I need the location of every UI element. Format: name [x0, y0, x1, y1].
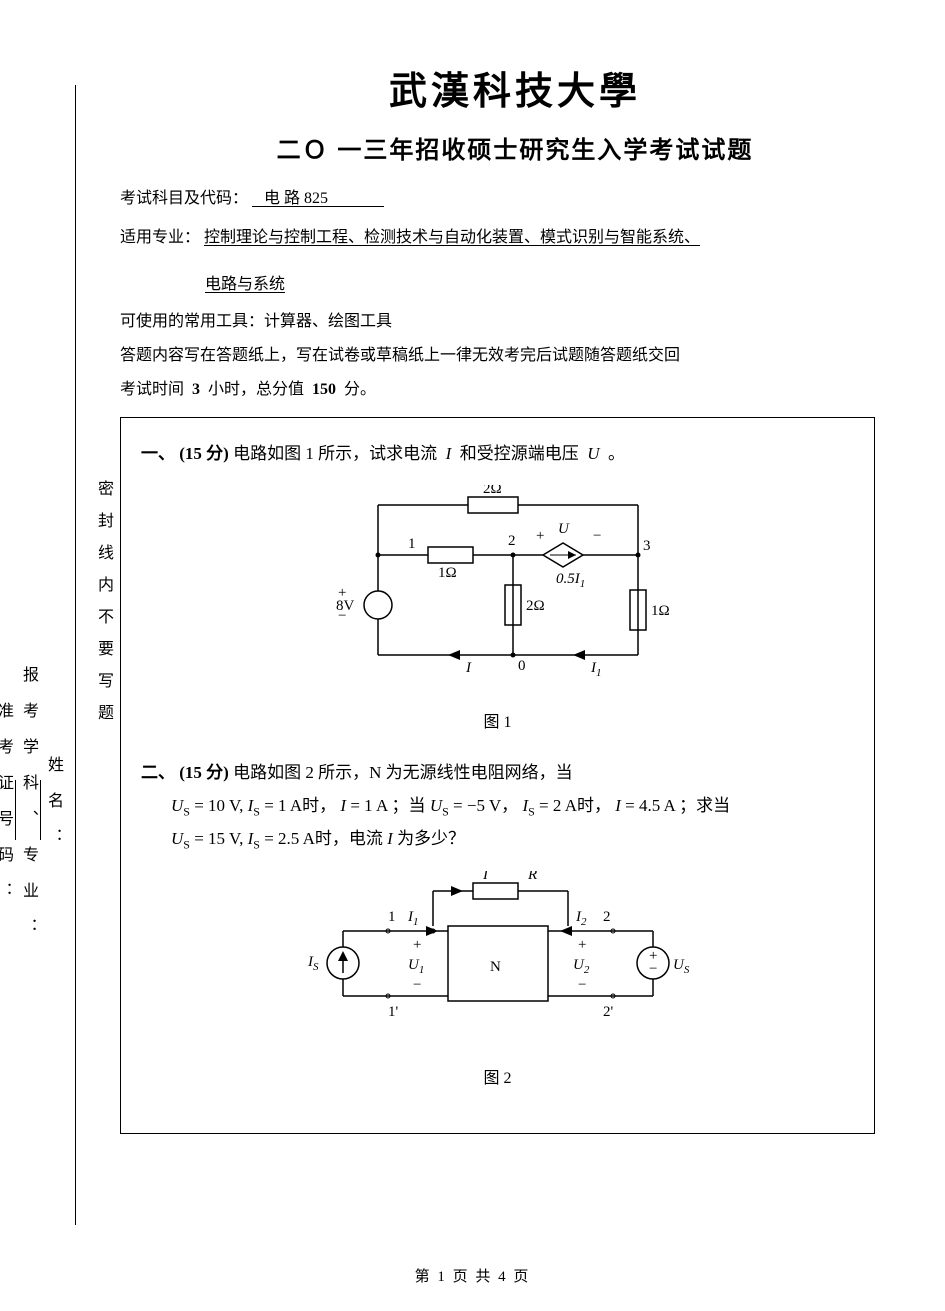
fig2-node1: 1	[388, 909, 396, 925]
time-points: 150	[308, 381, 340, 398]
blank-line	[40, 780, 41, 840]
major-value-1: 控制理论与控制工程、检测技术与自动化装置、模式识别与智能系统、	[204, 229, 700, 246]
fig2-I: I	[482, 871, 489, 883]
figure-2-caption: 图 2	[141, 1064, 854, 1088]
svg-text:−: −	[413, 977, 421, 993]
q1-text-mid: 和受控源端电压	[460, 444, 579, 463]
sidebar-major-label: 报考学科、专业：	[16, 666, 40, 954]
time-hours: 3	[188, 381, 204, 398]
seal-text: 密封线内不要写题	[95, 480, 112, 736]
svg-text:+: +	[578, 937, 586, 953]
fig1-node3: 3	[643, 538, 651, 554]
q1-number: 一、	[141, 444, 175, 463]
svg-text:IS: IS	[307, 954, 319, 973]
circuit-diagram-1: 2Ω + − 8V 1 1Ω 2	[318, 485, 678, 695]
major-label: 适用专业：	[120, 229, 200, 246]
page-number: 第 1 页 共 4 页	[0, 1265, 945, 1286]
question-2: 二、 (15 分) 电路如图 2 所示，N 为无源线性电阻网络，当 US = 1…	[141, 757, 854, 856]
fig1-node0: 0	[518, 658, 526, 674]
binding-sidebar: 姓名： 报考学科、专业： 准考证号码：	[35, 420, 65, 1200]
q2-conditions-2: US = 15 V, IS = 2.5 A时，电流 I 为多少？	[141, 829, 465, 848]
svg-text:0.5I1: 0.5I1	[556, 571, 585, 590]
svg-text:+: +	[536, 528, 544, 544]
svg-text:−: −	[578, 977, 586, 993]
fig1-r-mid: 1Ω	[438, 565, 457, 581]
page-content: 武漢科技大學 二Ｏ 一三年招收硕士研究生入学考试试题 考试科目及代码： 电 路 …	[120, 60, 910, 1134]
circuit-diagram-2: I R N 1 I1 1' + U1 −	[288, 871, 708, 1051]
fig2-node2p: 2'	[603, 1004, 614, 1020]
sidebar-name-label: 姓名：	[41, 756, 65, 864]
subject-value: 电 路 825	[252, 190, 384, 207]
fig1-node1: 1	[408, 536, 416, 552]
svg-text:I2: I2	[575, 909, 587, 928]
fig1-r-right: 1Ω	[651, 603, 670, 619]
q1-var-I: I	[441, 444, 455, 463]
time-suffix: 分。	[344, 381, 376, 398]
q1-points: (15 分)	[179, 444, 229, 463]
seal-line-text: 密封线内不要写题	[95, 480, 115, 736]
svg-text:I1: I1	[590, 660, 602, 679]
fig1-node2: 2	[508, 533, 516, 549]
q1-text-suffix: 。	[608, 444, 625, 463]
sidebar-examid-label: 准考证号码：	[0, 702, 15, 918]
question-container: 一、 (15 分) 电路如图 1 所示，试求电流 I 和受控源端电压 U 。 2…	[120, 417, 875, 1134]
q1-var-U: U	[583, 444, 604, 463]
time-mid: 小时，总分值	[208, 381, 304, 398]
svg-text:+: +	[413, 937, 421, 953]
fig1-r-vert: 2Ω	[526, 598, 545, 614]
fig1-I: I	[465, 660, 472, 676]
fig2-node2: 2	[603, 909, 611, 925]
svg-text:I1: I1	[407, 909, 419, 928]
svg-text:−: −	[649, 961, 657, 977]
exam-title: 二Ｏ 一三年招收硕士研究生入学考试试题	[120, 130, 910, 165]
svg-text:−: −	[593, 528, 601, 544]
university-title: 武漢科技大學	[120, 60, 910, 115]
vertical-divider-line	[75, 85, 76, 1225]
fig2-R: R	[527, 871, 537, 883]
q1-text-prefix: 电路如图 1 所示，试求电流	[233, 444, 437, 463]
time-prefix: 考试时间	[120, 381, 184, 398]
fig1-U: U	[558, 521, 570, 537]
q2-points: (15 分)	[179, 763, 229, 782]
question-1: 一、 (15 分) 电路如图 1 所示，试求电流 I 和受控源端电压 U 。	[141, 438, 854, 470]
q2-line1: 电路如图 2 所示，N 为无源线性电阻网络，当	[233, 763, 573, 782]
tools-row: 可使用的常用工具：计算器、绘图工具	[120, 309, 910, 335]
fig2-node1p: 1'	[388, 1004, 399, 1020]
answer-instruction-row: 答题内容写在答题纸上，写在试卷或草稿纸上一律无效考完后试题随答题纸交回	[120, 343, 910, 369]
time-row: 考试时间 3 小时，总分值 150 分。	[120, 377, 910, 403]
svg-text:U2: U2	[573, 957, 590, 976]
major-row-2: 电路与系统	[120, 271, 910, 300]
figure-2-container: I R N 1 I1 1' + U1 −	[141, 871, 854, 1088]
blank-line	[15, 780, 16, 840]
figure-1-caption: 图 1	[141, 708, 854, 732]
fig1-r-top: 2Ω	[483, 485, 502, 497]
figure-1-container: 2Ω + − 8V 1 1Ω 2	[141, 485, 854, 732]
fig1-source-v: 8V	[336, 598, 355, 614]
q2-number: 二、	[141, 763, 175, 782]
subject-label: 考试科目及代码：	[120, 190, 248, 207]
major-row: 适用专业： 控制理论与控制工程、检测技术与自动化装置、模式识别与智能系统、	[120, 224, 910, 253]
fig2-N: N	[490, 959, 501, 975]
svg-text:US: US	[673, 957, 690, 976]
major-value-2: 电路与系统	[150, 276, 285, 293]
svg-text:U1: U1	[408, 957, 424, 976]
subject-row: 考试科目及代码： 电 路 825	[120, 185, 910, 214]
q2-conditions: US = 10 V, IS = 1 A时， I = 1 A ；当 US = −5…	[141, 796, 730, 815]
